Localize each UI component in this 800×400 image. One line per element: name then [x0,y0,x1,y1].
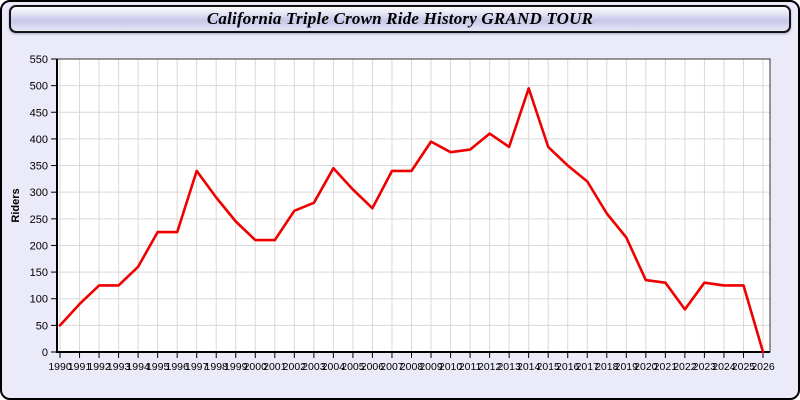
svg-text:2015: 2015 [537,361,561,373]
svg-text:2011: 2011 [459,361,482,373]
svg-text:2019: 2019 [615,361,639,373]
svg-text:1994: 1994 [126,361,150,373]
svg-text:2001: 2001 [263,361,287,373]
svg-text:350: 350 [30,161,48,173]
axes [56,59,770,353]
svg-text:2024: 2024 [712,361,736,373]
svg-text:2004: 2004 [322,361,346,373]
chart-title: California Triple Crown Ride History GRA… [206,9,594,28]
svg-text:0: 0 [42,347,48,359]
svg-text:2023: 2023 [693,361,717,373]
svg-text:2000: 2000 [244,361,268,373]
svg-text:400: 400 [30,134,48,146]
svg-text:550: 550 [30,54,48,66]
svg-text:2020: 2020 [634,361,658,373]
y-axis-tick-labels: 0 50 100 150 200 250 300 350 400 450 500 550 [30,54,48,359]
svg-text:2017: 2017 [576,361,600,373]
svg-text:1998: 1998 [205,361,229,373]
title-bar: California Triple Crown Ride History GRA… [9,5,791,33]
tick-marks [51,58,764,358]
svg-text:2014: 2014 [517,361,541,373]
svg-text:1990: 1990 [48,361,72,373]
svg-text:2008: 2008 [400,361,424,373]
svg-text:300: 300 [30,187,48,199]
svg-text:2006: 2006 [361,361,385,373]
svg-text:1997: 1997 [185,361,209,373]
svg-text:1992: 1992 [87,361,111,373]
svg-text:150: 150 [30,267,48,279]
svg-text:2005: 2005 [341,361,365,373]
series-line-riders [58,87,765,354]
svg-text:2026: 2026 [751,361,775,373]
svg-text:2018: 2018 [595,361,619,373]
svg-text:2012: 2012 [478,361,502,373]
svg-text:2003: 2003 [302,361,326,373]
svg-text:2022: 2022 [673,361,697,373]
svg-text:2013: 2013 [497,361,521,373]
svg-text:2007: 2007 [380,361,404,373]
svg-text:2010: 2010 [439,361,463,373]
svg-text:500: 500 [30,81,48,93]
svg-text:1999: 1999 [224,361,248,373]
svg-text:2021: 2021 [654,361,678,373]
svg-text:1995: 1995 [146,361,170,373]
y-axis-title: Riders [10,188,22,222]
svg-text:2025: 2025 [732,361,756,373]
svg-text:1991: 1991 [68,361,92,373]
svg-text:450: 450 [30,107,48,119]
svg-text:250: 250 [30,214,48,226]
svg-text:100: 100 [30,294,48,306]
svg-text:2002: 2002 [283,361,307,373]
plot-area [57,59,770,352]
svg-text:2016: 2016 [556,361,580,373]
svg-text:50: 50 [36,320,48,332]
svg-text:200: 200 [30,240,48,252]
svg-text:1993: 1993 [107,361,131,373]
svg-text:1996: 1996 [165,361,189,373]
x-axis-tick-labels: 1990199119921993199419951996199719981999… [48,361,775,373]
svg-text:2009: 2009 [419,361,443,373]
